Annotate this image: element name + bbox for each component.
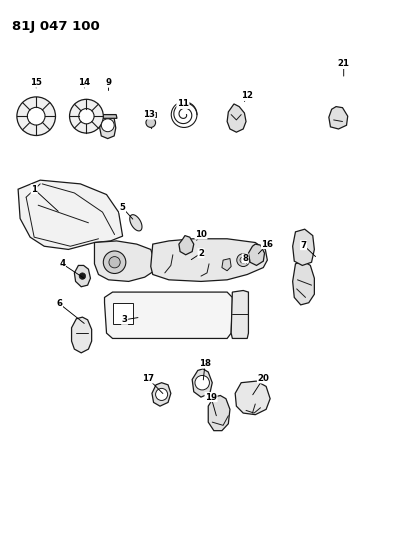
- Text: 19: 19: [205, 393, 217, 401]
- Text: 21: 21: [337, 60, 349, 68]
- Text: 4: 4: [59, 260, 65, 268]
- Circle shape: [17, 97, 55, 135]
- Polygon shape: [221, 259, 231, 271]
- Circle shape: [109, 256, 120, 268]
- Polygon shape: [231, 290, 248, 338]
- Polygon shape: [18, 180, 122, 249]
- Text: 3: 3: [122, 316, 127, 324]
- Text: 15: 15: [30, 78, 42, 87]
- Circle shape: [239, 257, 246, 263]
- Text: 20: 20: [257, 374, 269, 383]
- Text: 9: 9: [105, 78, 111, 87]
- Bar: [112, 303, 132, 324]
- Circle shape: [69, 99, 103, 133]
- Text: 1: 1: [31, 185, 37, 193]
- Circle shape: [79, 273, 85, 279]
- Polygon shape: [292, 261, 314, 305]
- Circle shape: [194, 375, 209, 390]
- Text: 81J 047 100: 81J 047 100: [12, 20, 99, 33]
- Circle shape: [27, 107, 45, 125]
- Text: 10: 10: [194, 230, 207, 239]
- Text: 2: 2: [198, 249, 203, 257]
- Text: 17: 17: [142, 374, 154, 383]
- Polygon shape: [150, 239, 267, 281]
- Text: 8: 8: [242, 254, 247, 263]
- Text: 5: 5: [119, 204, 125, 212]
- Circle shape: [155, 389, 167, 400]
- Polygon shape: [99, 116, 115, 139]
- Polygon shape: [227, 104, 245, 132]
- Polygon shape: [208, 395, 229, 431]
- Polygon shape: [94, 241, 154, 281]
- Polygon shape: [178, 236, 193, 255]
- Text: 13: 13: [142, 110, 154, 119]
- Text: 14: 14: [78, 78, 90, 87]
- Text: 16: 16: [261, 240, 273, 248]
- Text: 7: 7: [300, 241, 306, 249]
- Circle shape: [79, 109, 94, 124]
- Polygon shape: [152, 383, 170, 406]
- Bar: [146, 112, 155, 117]
- Polygon shape: [248, 244, 264, 265]
- Text: 12: 12: [241, 92, 253, 100]
- Text: 18: 18: [198, 359, 211, 368]
- Text: 6: 6: [57, 300, 62, 308]
- Polygon shape: [130, 215, 142, 231]
- Text: 11: 11: [176, 100, 188, 108]
- Polygon shape: [71, 317, 91, 353]
- Polygon shape: [292, 229, 314, 265]
- Circle shape: [101, 119, 114, 132]
- Polygon shape: [192, 369, 212, 397]
- Polygon shape: [98, 115, 117, 118]
- Polygon shape: [328, 107, 347, 129]
- Circle shape: [103, 251, 126, 273]
- Polygon shape: [235, 381, 269, 415]
- Circle shape: [236, 254, 249, 266]
- Polygon shape: [104, 292, 232, 338]
- Circle shape: [146, 118, 155, 127]
- Polygon shape: [74, 265, 90, 287]
